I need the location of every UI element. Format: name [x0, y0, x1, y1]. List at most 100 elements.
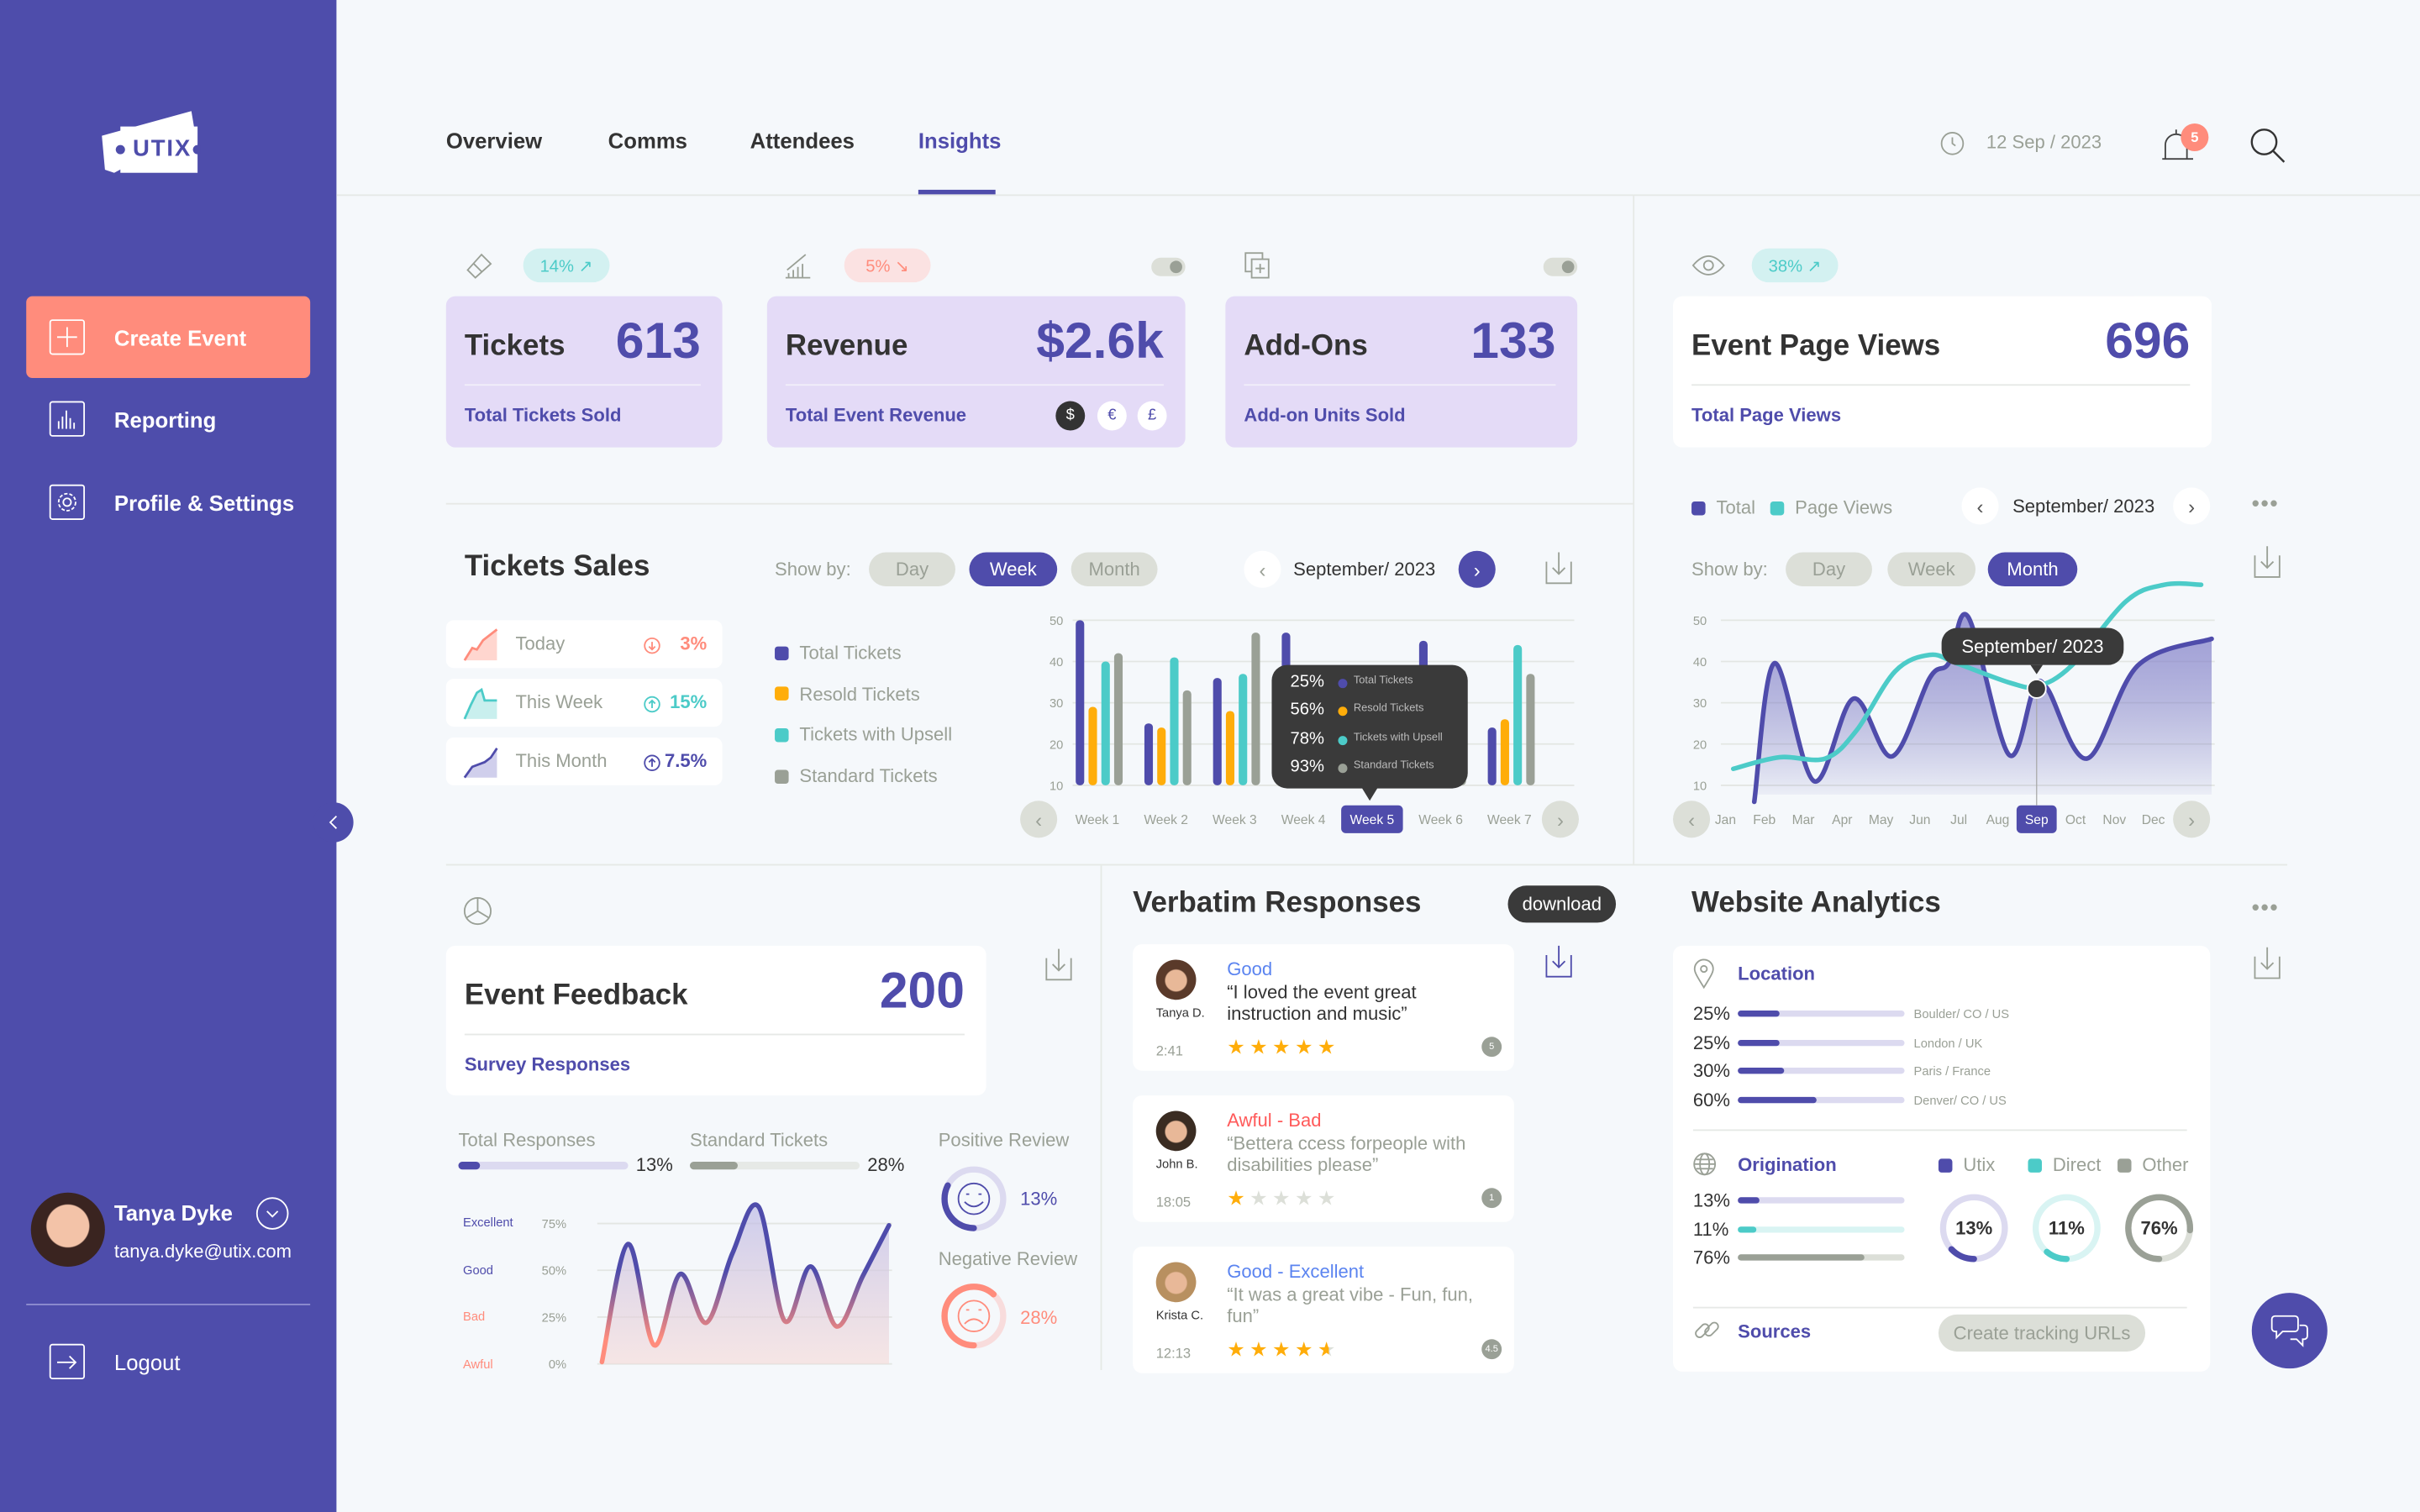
download-icon[interactable] [1545, 944, 1573, 986]
bar[interactable] [1157, 727, 1166, 785]
review-quote: “It was a great vibe - Fun, fun, fun” [1227, 1284, 1473, 1327]
origination-bar-track [1738, 1254, 1905, 1261]
review-card[interactable]: John B. 18:05 Awful - Bad “Bettera ccess fo… [1133, 1095, 1514, 1222]
bar[interactable] [1088, 706, 1097, 785]
user-menu-chevron-down-icon[interactable] [255, 1197, 289, 1230]
show-by-month[interactable]: Month [1071, 552, 1158, 586]
x-tick-label[interactable]: Week 5 [1350, 813, 1395, 827]
x-tick-label[interactable]: Mar [1792, 813, 1815, 827]
x-tick-label[interactable]: Jan [1715, 813, 1736, 827]
create-event-button[interactable]: Create Event [26, 296, 311, 379]
chat-button[interactable] [2251, 1293, 2328, 1369]
next-week-chevron-right-icon[interactable]: › [1541, 801, 1579, 838]
y-tick-label: 25% [542, 1311, 566, 1325]
more-options-icon[interactable]: ••• [2251, 895, 2280, 920]
review-card[interactable]: Krista C. 12:13 Good - Excellent “It was a … [1133, 1247, 1514, 1373]
prev-chevron-left-icon[interactable]: ‹ [1673, 801, 1711, 838]
bar[interactable] [1213, 678, 1222, 785]
bar[interactable] [1170, 657, 1179, 785]
show-by-week[interactable]: Week [969, 552, 1058, 586]
tab-attendees[interactable]: Attendees [750, 128, 855, 153]
bar[interactable] [1239, 674, 1248, 785]
bar[interactable] [1225, 711, 1235, 785]
tab-comms[interactable]: Comms [608, 128, 688, 153]
x-tick-label[interactable]: Apr [1832, 813, 1852, 827]
download-icon[interactable] [2254, 544, 2281, 586]
more-options-icon[interactable]: ••• [2251, 491, 2280, 516]
show-by-day[interactable]: Day [869, 552, 955, 586]
x-tick-label[interactable]: Week 1 [1076, 813, 1120, 827]
sidebar-item-reporting[interactable]: Reporting [26, 378, 310, 459]
bar[interactable] [1513, 644, 1523, 785]
y-tick-label: 0% [549, 1358, 566, 1372]
x-tick-label[interactable]: Sep [2025, 813, 2049, 827]
sidebar-item-profile-settings[interactable]: Profile & Settings [26, 461, 310, 543]
bar[interactable] [1113, 653, 1123, 785]
addons-toggle[interactable] [1543, 257, 1578, 276]
bar[interactable] [1487, 727, 1497, 785]
line-page-views[interactable] [1730, 580, 2204, 772]
show-by-week[interactable]: Week [1887, 552, 1976, 586]
x-tick-label[interactable]: Nov [2102, 813, 2126, 827]
next-chevron-right-icon[interactable]: › [2173, 801, 2211, 838]
x-tick-label[interactable]: Aug [1986, 813, 2010, 827]
next-month-chevron-right-icon[interactable]: › [2173, 487, 2211, 525]
show-by-month[interactable]: Month [1987, 552, 2078, 586]
tab-overview[interactable]: Overview [445, 128, 543, 153]
currency-usd-button[interactable]: $ [1055, 401, 1086, 431]
bar[interactable] [1251, 633, 1260, 785]
addons-card[interactable]: Add-Ons 133 Add-on Units Sold [1225, 296, 1578, 448]
review-rating-label: Good - Excellent [1227, 1260, 1365, 1283]
review-card[interactable]: Tanya D. 2:41 Good “I loved the event great… [1133, 944, 1514, 1071]
next-period-chevron-right-icon[interactable]: › [1458, 550, 1496, 588]
x-tick-label[interactable]: Oct [2065, 813, 2086, 827]
x-tick-label[interactable]: May [1869, 813, 1894, 827]
create-tracking-urls-button[interactable]: Create tracking URLs [1938, 1314, 2146, 1352]
revenue-card[interactable]: Revenue $2.6k Total Event Revenue $ € £ [766, 296, 1186, 448]
show-by-day[interactable]: Day [1786, 552, 1872, 586]
currency-gbp-button[interactable]: £ [1137, 401, 1167, 431]
tickets-card[interactable]: Tickets 613 Total Tickets Sold [445, 296, 723, 448]
download-icon[interactable] [1545, 551, 1573, 593]
revenue-toggle[interactable] [1151, 257, 1186, 276]
x-tick-label[interactable]: Feb [1753, 813, 1776, 827]
utix-logo[interactable]: UTIX [99, 108, 203, 184]
x-tick-label[interactable]: Jul [1950, 813, 1967, 827]
selected-month-highlight[interactable] [2016, 805, 2057, 833]
logout-button[interactable]: Logout [26, 1320, 310, 1402]
x-tick-label[interactable]: Week 6 [1418, 813, 1463, 827]
location-percent: 25% [1692, 1031, 1731, 1053]
rating-awful: Awful [463, 1357, 493, 1372]
bar[interactable] [1500, 719, 1509, 785]
x-tick-label[interactable]: Jun [1909, 813, 1930, 827]
page-views-card[interactable]: Event Page Views 696 Total Page Views [1673, 296, 2212, 448]
bar[interactable] [1076, 620, 1085, 785]
x-tick-label[interactable]: Week 3 [1213, 813, 1257, 827]
x-tick-label[interactable]: Dec [2142, 813, 2165, 827]
currency-eur-button[interactable]: € [1097, 401, 1127, 431]
x-tick-label[interactable]: Week 7 [1487, 813, 1532, 827]
download-icon[interactable] [2254, 946, 2281, 988]
collapse-sidebar-chevron-left-icon[interactable] [313, 802, 354, 843]
feedback-card[interactable]: Event Feedback 200 Survey Responses [445, 945, 986, 1096]
download-icon[interactable] [1044, 948, 1072, 990]
selected-week-highlight[interactable] [1341, 805, 1403, 833]
origination-legend-label: Direct [2052, 1153, 2102, 1176]
bar[interactable] [1101, 661, 1110, 785]
bar[interactable] [1526, 674, 1535, 785]
prev-period-chevron-left-icon[interactable]: ‹ [1244, 550, 1281, 588]
search-icon[interactable] [2249, 127, 2286, 171]
prev-week-chevron-left-icon[interactable]: ‹ [1020, 801, 1058, 838]
tab-insights[interactable]: Insights [918, 128, 1002, 153]
x-tick-label[interactable]: Week 2 [1144, 813, 1188, 827]
bar[interactable] [1182, 690, 1192, 785]
selected-point[interactable] [2026, 678, 2047, 699]
legend-item: Total Tickets [775, 642, 902, 664]
prev-month-chevron-left-icon[interactable]: ‹ [1961, 487, 1999, 525]
x-tick-label[interactable]: Week 4 [1281, 813, 1326, 827]
tooltip-pointer [2030, 664, 2044, 675]
nav-label: Logout [113, 1349, 181, 1374]
bar[interactable] [1144, 723, 1154, 785]
feedback-line[interactable] [599, 1202, 892, 1365]
user-avatar[interactable] [30, 1192, 105, 1267]
